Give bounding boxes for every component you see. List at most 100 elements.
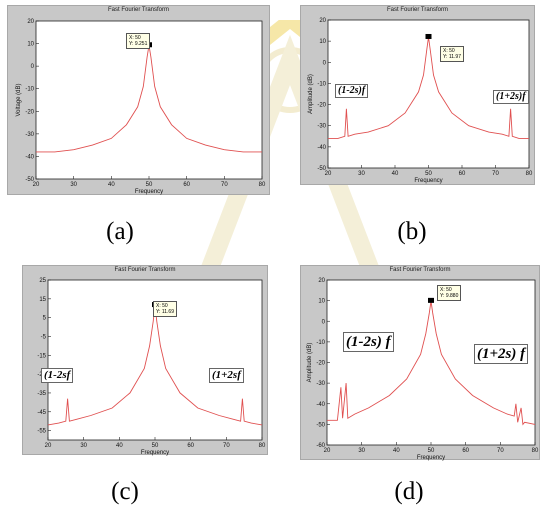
chart-c: 2030405060708025155-5-15-25-35-45-55Freq… (37, 278, 266, 456)
x-tick-label: 40 (108, 182, 115, 188)
caption-a: (a) (106, 218, 134, 245)
x-tick-label: 50 (425, 171, 432, 177)
chart-panel-c: Fast Fourier Transform 20 30 40 50 60 70 80 25 1… (22, 265, 268, 456)
chart-panel-d: Fast Fourier Transform 20 30 40 50 60 70 80 20 1… (300, 265, 540, 461)
x-tick-label: 70 (223, 443, 230, 449)
panel-title: Fast Fourier Transform (114, 267, 176, 273)
y-axis-label: Voltage (dB) (16, 83, 22, 116)
datatip: X: 50 Y: 11.97 (440, 46, 464, 62)
x-tick-label: 30 (80, 443, 87, 449)
datatip-x: X: 50 (156, 303, 168, 309)
datatip-y: Y: 9.251 (129, 41, 148, 47)
datatip-x: X: 50 (443, 48, 455, 54)
x-tick-label: 80 (532, 448, 539, 454)
y-tick-label: -10 (25, 87, 34, 93)
x-tick-label: 80 (526, 171, 533, 177)
y-tick-label: 0 (323, 60, 327, 66)
y-axis-label: Amplitude (dB) (308, 74, 314, 114)
y-tick-label: 20 (318, 278, 325, 284)
y-tick-label: -40 (316, 402, 325, 408)
x-tick-label: 80 (259, 443, 266, 449)
x-tick-label: 30 (358, 448, 365, 454)
x-tick-label: 60 (459, 171, 466, 177)
chart-panel-a: Fast Fourier Transform 20 30 40 50 60 70 80 20 1… (7, 5, 270, 195)
y-tick-label: 10 (319, 39, 326, 45)
spectrum-line (327, 300, 536, 426)
y-tick-label: -30 (316, 381, 325, 387)
x-tick-label: 20 (33, 182, 40, 188)
annotation-upper-sideband: (1+2s)f (493, 90, 529, 104)
y-tick-label: -50 (25, 177, 34, 183)
x-tick-label: 60 (462, 448, 469, 454)
panel-title: Fast Fourier Transform (389, 267, 451, 273)
y-tick-label: 15 (39, 297, 46, 303)
y-tick-label: -20 (316, 361, 325, 367)
x-tick-label: 60 (183, 182, 190, 188)
x-tick-label: 20 (45, 443, 52, 449)
panel-title: Fast Fourier Transform (386, 7, 448, 13)
x-tick-label: 70 (221, 182, 228, 188)
y-tick-label: -5 (41, 334, 47, 340)
x-tick-label: 60 (187, 443, 194, 449)
y-tick-label: -10 (317, 81, 326, 87)
y-tick-label: 0 (31, 64, 35, 70)
y-tick-label: -30 (25, 132, 34, 138)
y-tick-label: -40 (317, 145, 326, 151)
x-tick-label: 50 (146, 182, 153, 188)
y-tick-label: -40 (25, 154, 34, 160)
y-tick-label: 5 (43, 316, 47, 322)
y-tick-label: -15 (37, 353, 46, 359)
y-tick-label: 20 (319, 18, 326, 24)
chart-panel-b: Fast Fourier Transform 20 30 40 50 60 70 80 20 1… (300, 5, 535, 185)
y-axis-label: Amplitude (dB) (307, 343, 313, 383)
panel-title: Fast Fourier Transform (107, 7, 169, 13)
y-tick-label: -20 (317, 103, 326, 109)
datatip-y: Y: 11.97 (443, 54, 461, 60)
x-tick-label: 50 (428, 448, 435, 454)
x-tick-label: 40 (392, 171, 399, 177)
annotation-lower-sideband: (1-2s)f (335, 84, 369, 98)
datatip-y: Y: 11.69 (156, 309, 174, 315)
x-tick-label: 20 (324, 448, 331, 454)
y-tick-label: -60 (316, 443, 325, 449)
peak-marker (428, 297, 434, 303)
y-tick-label: -50 (317, 166, 326, 172)
datatip: X: 50 Y: 11.69 (153, 301, 177, 317)
y-tick-label: -20 (25, 109, 34, 115)
x-tick-label: 30 (358, 171, 365, 177)
x-tick-label: 30 (70, 182, 77, 188)
x-tick-label: 70 (497, 448, 504, 454)
x-tick-label: 70 (492, 171, 499, 177)
x-tick-label: 20 (325, 171, 332, 177)
annotation-upper-sideband: (1+2s) f (474, 344, 529, 364)
datatip: X: 50 Y: 9.880 (437, 285, 462, 301)
y-tick-label: -10 (316, 340, 325, 346)
datatip-x: X: 50 (440, 287, 452, 293)
y-tick-label: -30 (317, 124, 326, 130)
caption-c: (c) (111, 478, 139, 505)
x-axis-label: Frequency (414, 178, 442, 184)
caption-d: (d) (394, 478, 424, 505)
x-axis-label: Frequency (135, 189, 163, 195)
y-tick-label: 20 (27, 19, 34, 25)
datatip-x: X: 50 (129, 35, 141, 41)
x-axis-label: Frequency (141, 450, 169, 456)
x-tick-label: 40 (393, 448, 400, 454)
annotation-lower-sideband: (1-2s) f (343, 332, 394, 352)
y-tick-label: -45 (37, 410, 46, 416)
y-tick-label: 0 (322, 319, 326, 325)
x-axis-label: Frequency (417, 455, 445, 461)
y-tick-label: -50 (316, 422, 325, 428)
datatip-y: Y: 9.880 (440, 293, 459, 299)
x-tick-label: 80 (259, 182, 266, 188)
annotation-upper-sideband: (1+2sf (209, 368, 244, 384)
x-tick-label: 50 (152, 443, 159, 449)
peak-marker (425, 33, 432, 39)
y-tick-label: 10 (318, 299, 325, 305)
y-tick-label: 25 (39, 278, 46, 284)
caption-b: (b) (397, 218, 427, 245)
x-tick-label: 40 (116, 443, 123, 449)
y-tick-label: -35 (37, 391, 46, 397)
y-tick-label: 10 (27, 42, 34, 48)
y-tick-label: -55 (37, 429, 46, 435)
